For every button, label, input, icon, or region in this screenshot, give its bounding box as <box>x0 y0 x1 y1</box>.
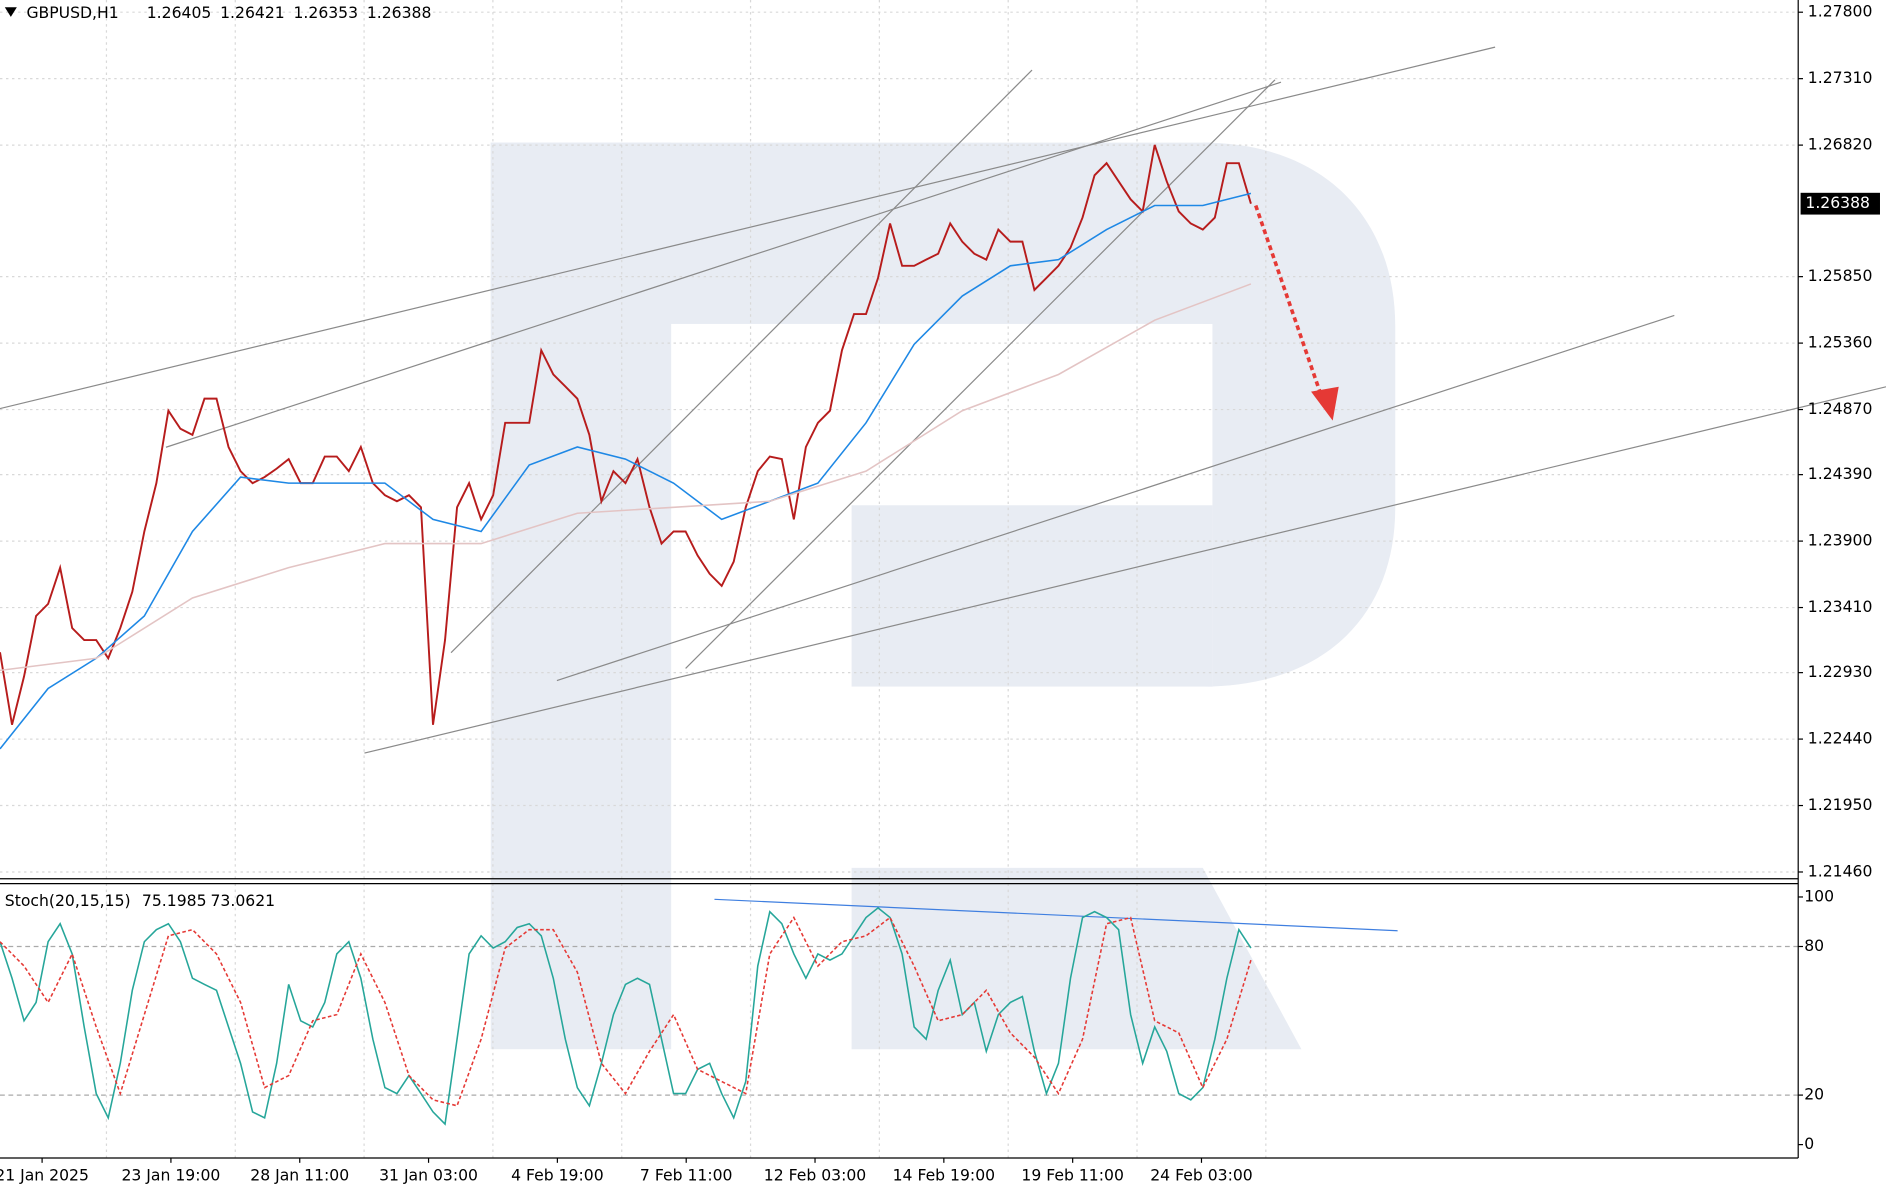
x-tick-label: 4 Feb 19:00 <box>511 1166 604 1185</box>
x-tick-label: 12 Feb 03:00 <box>764 1166 866 1185</box>
trend-line <box>450 69 1033 654</box>
y-tick-label: 80 <box>1804 936 1824 955</box>
symbol: GBPUSD,H1 <box>26 3 118 22</box>
trend-lines <box>0 46 1886 932</box>
price-tag <box>1800 192 1880 215</box>
low: 1.26353 <box>293 3 358 22</box>
y-tick-label: 1.21460 <box>1808 861 1873 880</box>
menu-arrow <box>4 7 17 17</box>
x-tick-label: 31 Jan 03:00 <box>379 1166 478 1185</box>
series-line <box>0 283 1252 672</box>
trend-line <box>165 81 1282 448</box>
indicator-title: Stoch(20,15,15) <box>5 891 131 910</box>
y-tick-label: 1.23410 <box>1808 597 1873 616</box>
y-tick-label: 1.25850 <box>1808 266 1873 285</box>
y-tick-label: 1.24390 <box>1808 464 1873 483</box>
y-tick-label: 0 <box>1804 1134 1814 1153</box>
forecast-arrow <box>1254 204 1339 421</box>
watermark-top <box>490 142 1213 324</box>
watermark-leg <box>851 867 1302 1050</box>
x-tick-label: 23 Jan 19:00 <box>121 1166 220 1185</box>
trend-line <box>0 46 1496 410</box>
price-tag-label: 1.26388 <box>1805 193 1870 212</box>
y-tick-label: 1.27310 <box>1808 68 1873 87</box>
watermark-mid <box>851 505 1213 687</box>
grid <box>0 0 1799 1158</box>
series-line <box>0 192 1252 750</box>
y-tick-label: 100 <box>1804 886 1834 905</box>
high: 1.26421 <box>220 3 285 22</box>
series-line <box>0 906 1252 1126</box>
y-tick-label: 1.23900 <box>1808 531 1873 550</box>
y-tick-label: 20 <box>1804 1085 1824 1104</box>
x-tick-label: 19 Feb 11:00 <box>1021 1166 1123 1185</box>
indicator-value: 75.1985 <box>142 891 207 910</box>
y-tick-label: 1.22440 <box>1808 729 1873 748</box>
indicator-value: 73.0621 <box>210 891 275 910</box>
plot <box>0 144 1252 1126</box>
trend-line <box>556 314 1675 682</box>
x-tick-label: 28 Jan 11:00 <box>250 1166 349 1185</box>
watermark-bowl <box>1202 142 1396 687</box>
y-tick-label: 1.22930 <box>1808 662 1873 681</box>
x-tick-label: 7 Feb 11:00 <box>640 1166 733 1185</box>
trend-line <box>364 386 1886 754</box>
watermark <box>490 142 1396 1050</box>
series-line <box>0 916 1252 1107</box>
y-tick-label: 1.25360 <box>1808 333 1873 352</box>
series-line <box>0 144 1252 726</box>
open: 1.26405 <box>147 3 212 22</box>
y-tick-label: 1.21950 <box>1808 795 1873 814</box>
close: 1.26388 <box>367 3 432 22</box>
y-tick-label: 1.24870 <box>1808 399 1873 418</box>
trend-line <box>685 79 1276 669</box>
x-tick-label: 24 Feb 03:00 <box>1150 1166 1252 1185</box>
arrow-head <box>1311 386 1339 421</box>
y-tick-label: 1.26820 <box>1808 135 1873 154</box>
stoch-trend-line <box>714 898 1398 932</box>
x-tick-label: 21 Jan 2025 <box>0 1166 89 1185</box>
y-tick-label: 1.27800 <box>1808 2 1873 21</box>
x-tick-label: 14 Feb 19:00 <box>893 1166 995 1185</box>
